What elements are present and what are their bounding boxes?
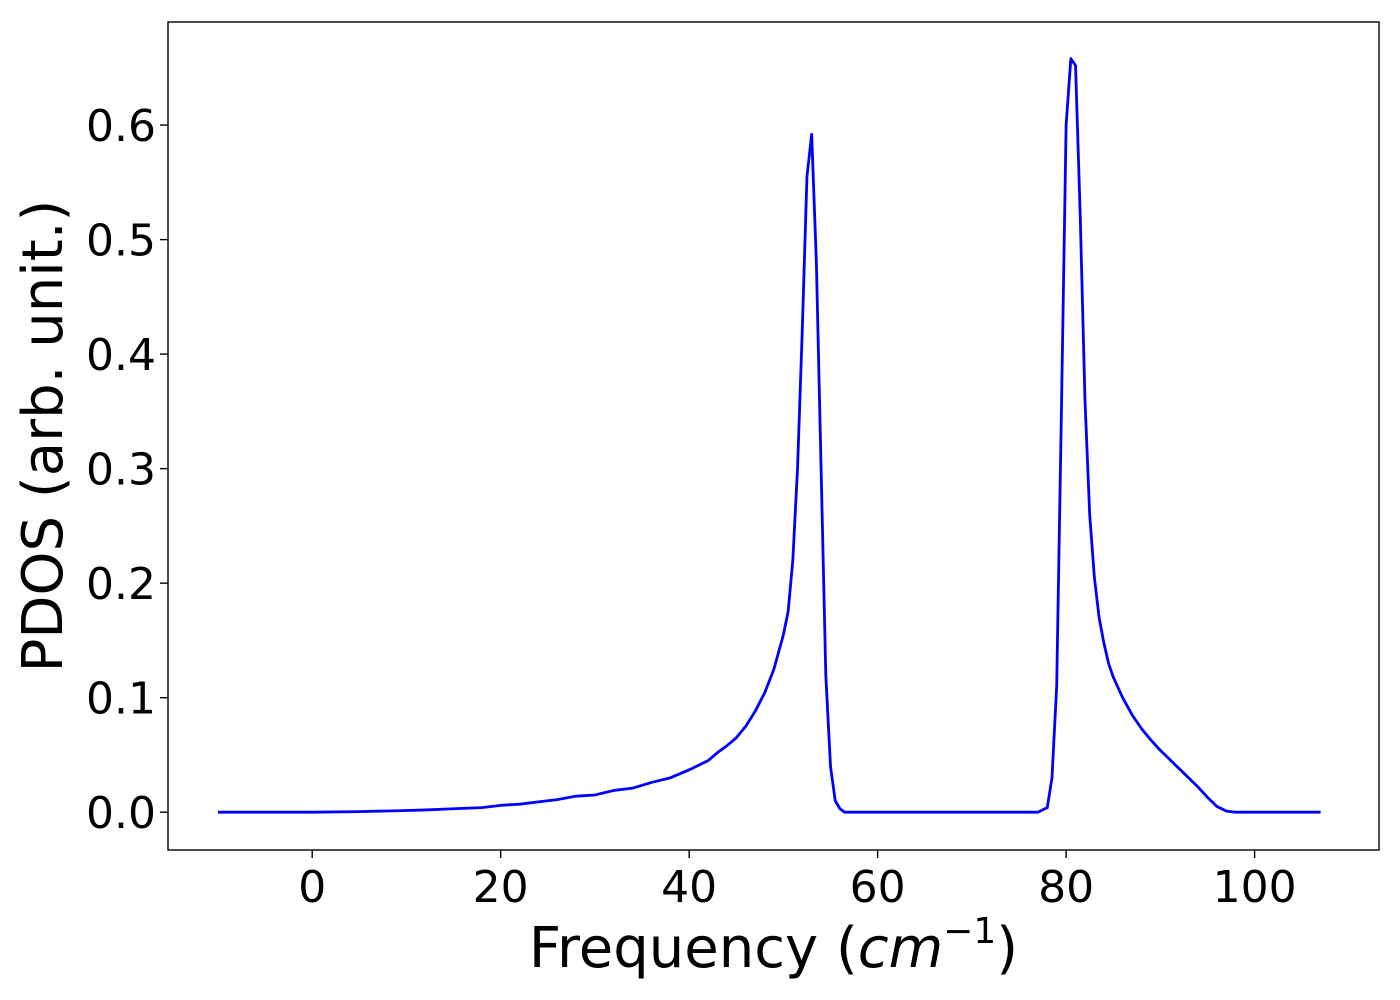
x-tick-label-5: 100 (1213, 862, 1297, 913)
series-layer (217, 57, 1321, 814)
x-axis-label-suffix: ) (996, 916, 1018, 981)
x-axis-label-prefix: Frequency ( (529, 916, 858, 981)
x-axis-label: Frequency (cm−1) (529, 911, 1018, 981)
x-axis-label-unit: cm (858, 916, 943, 981)
y-tick-label-1: 0.1 (86, 674, 156, 725)
x-tick-label-2: 40 (661, 862, 717, 913)
y-axis-label: PDOS (arb. unit.) (11, 200, 76, 673)
y-tick-label-6: 0.6 (86, 101, 156, 152)
y-tick-label-3: 0.3 (86, 445, 156, 496)
x-tick-label-1: 20 (473, 862, 529, 913)
plot-frame (167, 21, 1380, 851)
x-axis-label-exponent: −1 (943, 911, 996, 952)
series-line-0 (217, 57, 1321, 814)
y-tick-label-2: 0.2 (86, 559, 156, 610)
x-tick-label-3: 60 (850, 862, 906, 913)
y-tick-label-5: 0.5 (86, 216, 156, 267)
x-tick-label-4: 80 (1038, 862, 1094, 913)
x-tick-label-0: 0 (298, 862, 326, 913)
y-tick-label-4: 0.4 (86, 330, 156, 381)
ticks-layer: 0 20 40 60 80 100 0.0 0.1 0.2 0.3 0.4 0.5 0.6 (86, 101, 1297, 913)
y-tick-label-0: 0.0 (86, 788, 156, 839)
